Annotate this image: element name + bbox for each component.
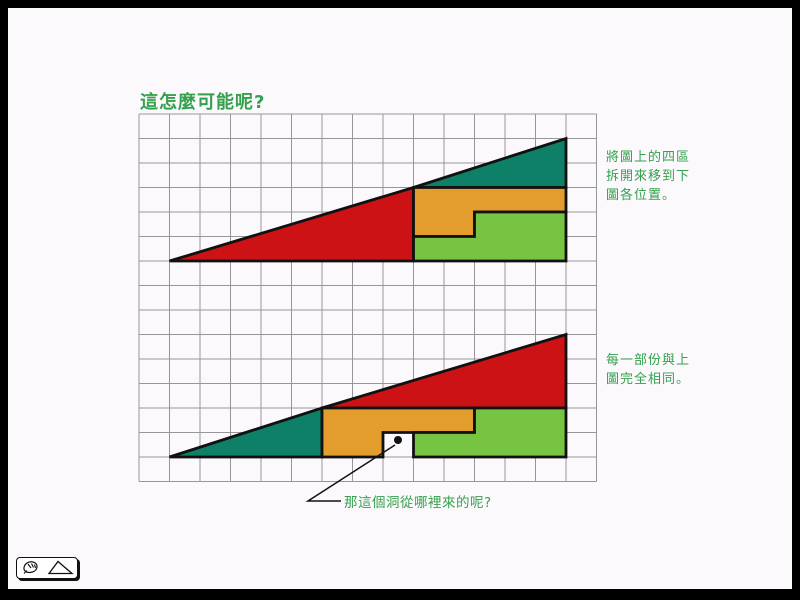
hole-pointer-line (305, 444, 396, 502)
triangle-icon (47, 560, 74, 575)
slide-title: 這怎麼可能呢? (140, 92, 266, 113)
instruction-note-top: 將圖上的四區 拆開來移到下 圖各位置。 (606, 148, 690, 205)
note-line: 圖完全相同。 (606, 372, 691, 387)
note-line: 將圖上的四區 (606, 150, 691, 165)
note-line: 圖各位置。 (606, 188, 677, 203)
hole-question-label: 那這個洞從哪裡來的呢? (344, 495, 492, 511)
note-line: 每一部份與上 (606, 353, 691, 368)
bottom-figure-green-l-piece[interactable] (412, 406, 568, 459)
note-line: 拆開來移到下 (606, 169, 691, 184)
hand-drawing-icon (22, 561, 38, 574)
top-figure-green-l-piece[interactable] (412, 210, 568, 263)
instruction-note-bottom: 每一部份與上 圖完全相同。 (606, 351, 690, 389)
hole-point-dot[interactable] (394, 436, 402, 444)
sketch-toolbar-button[interactable] (16, 557, 78, 579)
